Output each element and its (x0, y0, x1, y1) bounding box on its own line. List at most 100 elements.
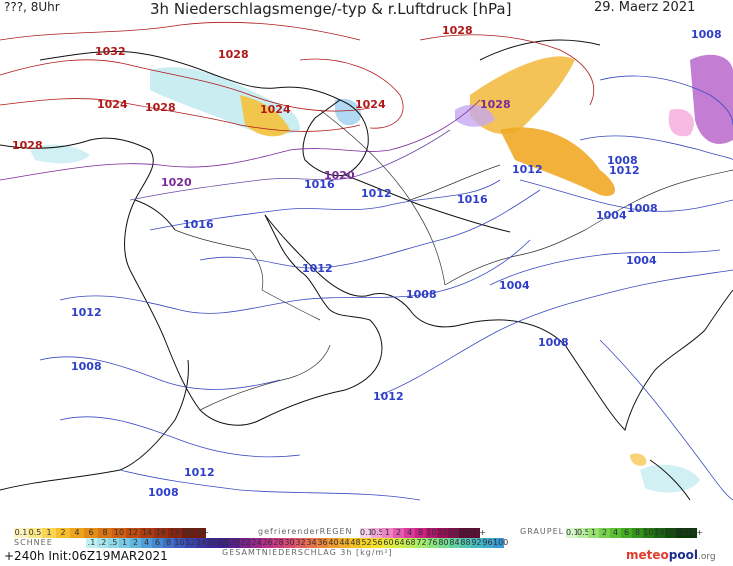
snow-swatch: 48 (350, 538, 361, 548)
snow-swatch: 4 (141, 538, 152, 548)
rain-swatch: 2025+ (182, 528, 210, 538)
isobar-label: 1016 (183, 218, 214, 231)
isobar-label: 1012 (302, 262, 333, 275)
isobar-label: 1028 (145, 101, 176, 114)
freezing-rain-swatch: 8 (415, 528, 426, 538)
freezing-rain-swatch: 16 (448, 528, 459, 538)
snow-swatch: 1 (119, 538, 130, 548)
snow-swatch: 68 (405, 538, 416, 548)
snow-swatch: 12 (185, 538, 196, 548)
snow-swatch: 14 (196, 538, 207, 548)
isobars (0, 21, 733, 501)
isobar-label: 1020 (324, 169, 355, 182)
precipitation-layer (30, 54, 733, 493)
snow-swatch: 88 (460, 538, 471, 548)
graupel-swatch: 1 (588, 528, 599, 538)
freezing-rain-swatch: 2025+ (459, 528, 487, 538)
isobar-label: 1024 (355, 98, 386, 111)
total-precip-title: GESAMTNIEDERSCHLAG 3h [kg/m²] (222, 548, 393, 557)
snow-swatch: .5 (108, 538, 119, 548)
isobar-labels: 1032 1028 1024 1028 1028 1024 1024 1028 … (12, 24, 722, 499)
map-title: 3h Niederschlagsmenge/-typ & r.Luftdruck… (150, 0, 512, 18)
snow-swatch: 40 (328, 538, 339, 548)
forecast-map: 1032 1028 1024 1028 1028 1024 1024 1028 … (0, 21, 733, 501)
isobar-label: 1016 (304, 178, 335, 191)
rain-swatch: 1 (42, 528, 56, 538)
freezing-rain-title: gefrierenderREGEN (258, 527, 353, 536)
freezing-rain-swatch: 2 (393, 528, 404, 538)
isobar-label: 1028 (218, 48, 249, 61)
snow-swatch: 56 (372, 538, 383, 548)
snow-swatch: .1 (86, 538, 97, 548)
snow-swatch: 2 (130, 538, 141, 548)
snow-swatch: 72 (416, 538, 427, 548)
snow-swatch: 76 (427, 538, 438, 548)
freezing-rain-swatch: 14 (437, 528, 448, 538)
rain-swatch: 10 (112, 528, 126, 538)
snow-swatch: 28 (273, 538, 284, 548)
freezing-rain-swatch: 1 (382, 528, 393, 538)
snow-swatch: 60 (383, 538, 394, 548)
snow-swatch: 44 (339, 538, 350, 548)
snow-swatch: 80 (438, 538, 449, 548)
snow-swatch: 96 (482, 538, 493, 548)
valid-date: 29. Maerz 2021 (594, 0, 696, 15)
rain-swatch: 6 (84, 528, 98, 538)
freezing-rain-swatch: 4 (404, 528, 415, 538)
isobar-label: 1004 (499, 279, 530, 292)
isobar-label: 1020 (161, 176, 192, 189)
freezing-rain-swatch: 0.1 (360, 528, 373, 538)
meteopool-logo[interactable]: meteopool.org (626, 548, 716, 562)
graupel-swatch: 16 (665, 528, 676, 538)
isobar-label: 1028 (480, 98, 511, 111)
snow-swatch: 64 (394, 538, 405, 548)
isobar-label: 1012 (361, 187, 392, 200)
snow-swatch: 6 (152, 538, 163, 548)
snow-swatch: 26 (262, 538, 273, 548)
isobar-label: 1028 (442, 24, 473, 37)
snow-legend: .1.2.5 1 2 4 6 8 10121416182022242628303234364… (86, 538, 509, 548)
graupel-swatch: 6 (621, 528, 632, 538)
graupel-swatch: 2 (599, 528, 610, 538)
country-borders (174, 109, 733, 411)
isobar-label: 1012 (71, 306, 102, 319)
isobar-label: 1016 (457, 193, 488, 206)
isobar-label: 1008 (148, 486, 179, 499)
snow-swatch: 52 (361, 538, 372, 548)
snow-swatch: 20 (229, 538, 240, 548)
rain-swatch: 12 (126, 528, 140, 538)
isobar-label: 1008 (538, 336, 569, 349)
isobar-label: 1012 (512, 163, 543, 176)
isobar-label: 1008 (691, 28, 722, 41)
isobar-label: 1012 (609, 164, 640, 177)
graupel-swatch: 10 (643, 528, 654, 538)
isobar-label: 1024 (260, 103, 291, 116)
snow-swatch: 24 (251, 538, 262, 548)
snow-swatch: 84 (449, 538, 460, 548)
snow-swatch: 8 (163, 538, 174, 548)
snow-swatch: 30 (284, 538, 295, 548)
graupel-swatch: 0.1 (566, 528, 579, 538)
snow-swatch: 100 (493, 538, 509, 548)
snow-swatch: 92 (471, 538, 482, 548)
isobar-label: 1008 (607, 154, 638, 167)
rain-swatch: 0.5 (28, 528, 42, 538)
logo-brand: meteo (626, 548, 669, 562)
snow-swatch: 36 (317, 538, 328, 548)
graupel-swatch: 2025+ (676, 528, 704, 538)
freezing-rain-swatch: 0.5 (371, 528, 384, 538)
graupel-title: GRAUPEL (520, 527, 565, 536)
snow-swatch: 18 (218, 538, 229, 548)
isobar-label: 1012 (184, 466, 215, 479)
rain-swatch: 8 (98, 528, 112, 538)
rain-swatch: 16 (154, 528, 168, 538)
freezing-rain-swatch: 10 (426, 528, 437, 538)
graupel-swatch: 4 (610, 528, 621, 538)
snow-swatch: .2 (97, 538, 108, 548)
rain-swatch: 14 (140, 528, 154, 538)
snow-swatch: 10 (174, 538, 185, 548)
coastlines (0, 39, 733, 501)
isobar-label: 1024 (97, 98, 128, 111)
rain-swatch: 18 (168, 528, 182, 538)
